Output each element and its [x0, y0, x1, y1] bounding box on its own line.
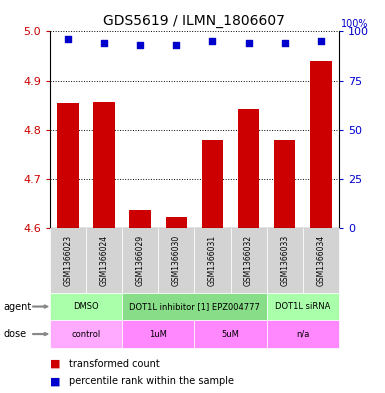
- Bar: [166, 217, 187, 228]
- Point: [209, 38, 216, 44]
- Bar: [94, 102, 115, 228]
- Bar: [238, 108, 259, 228]
- Text: GSM1366033: GSM1366033: [280, 235, 289, 286]
- Text: GSM1366023: GSM1366023: [64, 235, 73, 286]
- Title: GDS5619 / ILMN_1806607: GDS5619 / ILMN_1806607: [104, 14, 285, 28]
- Text: n/a: n/a: [296, 330, 310, 338]
- Text: ■: ■: [50, 358, 60, 369]
- Text: ■: ■: [50, 376, 60, 386]
- Point: [173, 42, 179, 48]
- Text: percentile rank within the sample: percentile rank within the sample: [69, 376, 234, 386]
- Point: [318, 38, 324, 44]
- Text: GSM1366034: GSM1366034: [316, 235, 325, 286]
- Text: GSM1366032: GSM1366032: [244, 235, 253, 286]
- Text: transformed count: transformed count: [69, 358, 160, 369]
- Bar: [274, 140, 296, 228]
- Text: GSM1366024: GSM1366024: [100, 235, 109, 286]
- Bar: [202, 141, 223, 228]
- Text: control: control: [72, 330, 101, 338]
- Point: [101, 40, 107, 46]
- Text: DOT1L siRNA: DOT1L siRNA: [275, 302, 330, 311]
- Text: 1uM: 1uM: [149, 330, 167, 338]
- Text: GSM1366029: GSM1366029: [136, 235, 145, 286]
- Text: agent: agent: [4, 301, 32, 312]
- Text: DOT1L inhibitor [1] EPZ004777: DOT1L inhibitor [1] EPZ004777: [129, 302, 260, 311]
- Point: [137, 42, 143, 48]
- Text: dose: dose: [4, 329, 27, 339]
- Point: [246, 40, 252, 46]
- Text: GSM1366030: GSM1366030: [172, 235, 181, 286]
- Text: DMSO: DMSO: [73, 302, 99, 311]
- Text: GSM1366031: GSM1366031: [208, 235, 217, 286]
- Bar: [129, 210, 151, 228]
- Point: [281, 40, 288, 46]
- Text: 5uM: 5uM: [222, 330, 239, 338]
- Text: 100%: 100%: [341, 20, 368, 29]
- Bar: [57, 103, 79, 228]
- Point: [65, 36, 71, 42]
- Bar: [310, 61, 331, 228]
